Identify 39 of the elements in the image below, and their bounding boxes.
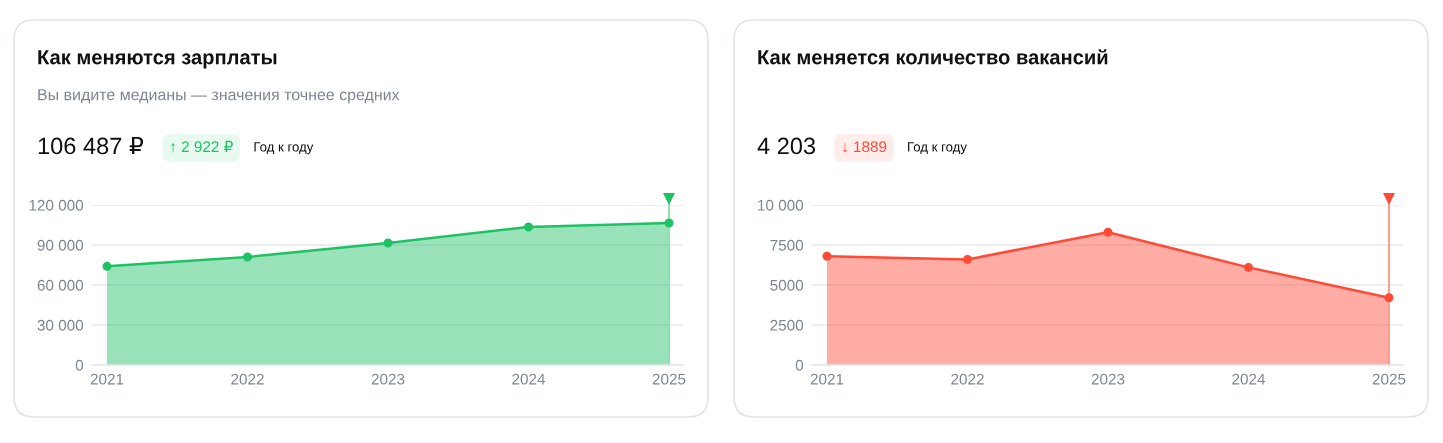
y-tick-label: 60 000 [37, 279, 84, 291]
text: Год к году [254, 142, 314, 155]
chart-title: Как меняются зарплаты [38, 50, 277, 69]
x-tick-label: 2021 [810, 373, 844, 385]
x-tick-label: 2022 [231, 373, 264, 385]
text: ↓ 1889 [843, 141, 887, 153]
x-tick-label: 2022 [951, 373, 984, 385]
text: 106 487 ₽ [38, 136, 144, 155]
y-tick-label: 0 [75, 359, 84, 371]
text: 4 203 [757, 137, 816, 155]
text: ↑ 2 922 ₽ [171, 140, 233, 153]
x-tick-label: 2025 [652, 373, 686, 385]
y-tick-label: 7500 [770, 239, 804, 251]
x-tick-label: 2025 [1372, 373, 1406, 385]
point [1384, 293, 1394, 303]
x-tick-label: 2024 [1232, 373, 1266, 385]
point [102, 261, 112, 271]
chart-subtitle: Вы видите медианы — значения точнее средних [38, 89, 400, 104]
y-tick-label: 10 000 [758, 199, 804, 211]
point [1103, 227, 1113, 237]
y-tick-label: 2500 [770, 319, 804, 331]
point [962, 254, 973, 264]
y-tick-label: 30 000 [37, 319, 84, 331]
chart-title: Как меняется количество вакансий [758, 49, 1108, 65]
point [383, 238, 393, 248]
point [1243, 262, 1254, 272]
x-tick-label: 2023 [1091, 373, 1125, 385]
x-tick-label: 2023 [371, 373, 405, 385]
point [242, 252, 253, 262]
x-tick-label: 2021 [90, 373, 124, 385]
text: Год к году [908, 142, 967, 155]
point [664, 218, 674, 228]
y-tick-label: 5000 [770, 279, 804, 291]
point [523, 222, 534, 232]
x-tick-label: 2024 [512, 373, 546, 385]
y-tick-label: 120 000 [29, 199, 84, 211]
y-tick-label: 90 000 [37, 239, 84, 251]
y-tick-label: 0 [795, 359, 804, 371]
point [822, 251, 832, 261]
